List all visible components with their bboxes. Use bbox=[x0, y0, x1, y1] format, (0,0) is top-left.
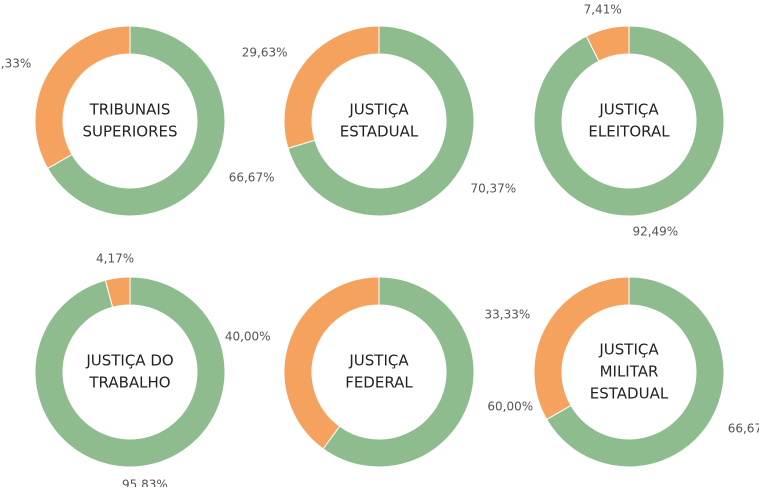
center-label: MILITAR bbox=[600, 363, 659, 381]
donut-slice bbox=[546, 276, 725, 468]
center-label: SUPERIORES bbox=[82, 123, 177, 141]
donut-slice bbox=[104, 276, 131, 308]
value-label: 33,33% bbox=[0, 56, 31, 70]
donut-slice bbox=[533, 276, 630, 421]
center-label: JUSTIÇA bbox=[598, 341, 659, 359]
value-label: 60,00% bbox=[487, 400, 533, 414]
value-label: 95,83% bbox=[122, 478, 168, 487]
donut-slice bbox=[533, 25, 725, 217]
center-label: JUSTIÇA DO bbox=[85, 352, 173, 370]
center-label: TRIBUNAIS bbox=[89, 101, 171, 119]
center-label: FEDERAL bbox=[345, 374, 413, 392]
donut-slice bbox=[47, 25, 226, 217]
value-label: 7,41% bbox=[584, 3, 622, 17]
value-label: 92,49% bbox=[632, 224, 678, 238]
center-label: ESTADUAL bbox=[340, 123, 419, 141]
donut-slice bbox=[34, 25, 131, 170]
donut-slice bbox=[322, 276, 475, 468]
value-label: 70,37% bbox=[470, 182, 516, 196]
center-label: ELEITORAL bbox=[588, 123, 670, 141]
center-label: JUSTIÇA bbox=[348, 101, 409, 119]
donut-slice bbox=[283, 276, 380, 450]
center-label: TRABALHO bbox=[88, 374, 170, 392]
donut-slice bbox=[34, 276, 226, 468]
value-label: 40,00% bbox=[225, 329, 271, 343]
value-label: 29,63% bbox=[242, 45, 288, 59]
value-label: 66,67% bbox=[728, 422, 759, 436]
center-label: JUSTIÇA bbox=[598, 101, 659, 119]
donut-slice bbox=[283, 25, 380, 149]
center-label: JUSTIÇA bbox=[348, 352, 409, 370]
donut-slice bbox=[585, 25, 630, 62]
value-label: 33,33% bbox=[485, 307, 531, 321]
center-label: ESTADUAL bbox=[590, 385, 669, 403]
donut-slice bbox=[287, 25, 475, 217]
value-label: 66,67% bbox=[229, 171, 275, 185]
value-label: 4,17% bbox=[96, 251, 134, 265]
